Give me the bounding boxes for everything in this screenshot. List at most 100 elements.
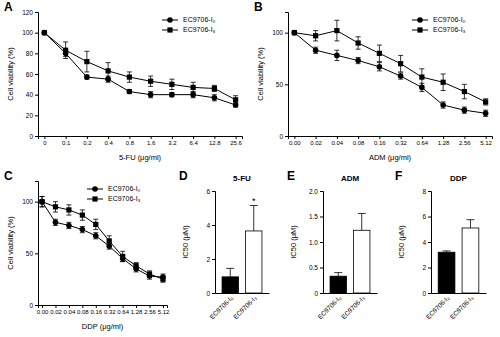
tick-label: 5.12	[158, 309, 170, 315]
error-cap	[419, 68, 424, 69]
error-cap	[398, 55, 403, 56]
tick-label: 25.6	[230, 140, 242, 146]
tick: 0.02	[310, 136, 322, 146]
marker	[190, 92, 196, 98]
error-bar	[84, 51, 89, 72]
marker	[212, 86, 217, 91]
tick-mark	[212, 293, 215, 294]
tick: 1.28	[131, 305, 143, 315]
tick-mark	[129, 136, 130, 139]
plot-area: 050100EC9706-I₀EC9706-I₃0.000.020.040.08…	[272, 13, 492, 163]
tick-mark	[214, 136, 215, 139]
error-line	[253, 205, 254, 231]
tick-mark	[428, 242, 431, 243]
x-axis: 00.10.20.40.81.63.26.412.825.6	[39, 136, 243, 146]
marker	[80, 213, 85, 218]
error-bar	[66, 222, 71, 228]
tick: 0	[279, 133, 288, 140]
error-cap	[443, 250, 451, 251]
error-cap	[134, 262, 139, 263]
error-cap	[377, 61, 382, 62]
error-cap	[134, 268, 139, 269]
error-line	[470, 220, 471, 228]
x-axis-line	[39, 137, 243, 140]
series	[42, 30, 238, 104]
error-cap	[66, 215, 71, 216]
tick-mark	[44, 136, 45, 139]
bar	[462, 228, 479, 293]
tick: 120	[22, 9, 38, 16]
tick-label: 0.02	[50, 309, 62, 315]
tick-mark	[35, 53, 38, 54]
marker	[80, 227, 86, 233]
tick: 0.00	[37, 305, 49, 315]
x-axis-line	[324, 293, 378, 294]
tick: 0.08	[353, 136, 365, 146]
legend-label: EC9706-I₀	[108, 185, 141, 192]
tick-label: 0	[43, 140, 47, 146]
legend: EC9706-I₀EC9706-I₃	[412, 16, 466, 33]
tick-label: 0.5	[309, 264, 318, 271]
marker	[212, 95, 218, 101]
chart-title: ADM	[341, 174, 360, 183]
error-bar	[250, 205, 258, 231]
tick-mark	[193, 136, 194, 139]
error-cap	[63, 58, 68, 59]
legend-marker	[417, 27, 422, 32]
error-bar	[93, 233, 98, 239]
tick-label: 0.08	[353, 140, 365, 146]
y-axis-line	[320, 192, 324, 294]
tick-mark	[285, 84, 288, 85]
error-bar	[191, 82, 196, 92]
line	[42, 202, 163, 277]
error-bar	[443, 251, 451, 252]
error-bar	[84, 75, 89, 79]
tick-mark	[337, 136, 338, 139]
error-cap	[191, 92, 196, 93]
error-cap	[233, 103, 238, 104]
error-bar	[160, 276, 165, 282]
error-bar	[398, 55, 403, 72]
tick: 0.5	[309, 264, 323, 271]
tick-label: EC9706-I₀	[208, 294, 234, 320]
tick: 1.28	[438, 136, 450, 146]
error-bar	[212, 95, 217, 101]
tick-label: 8	[422, 188, 426, 195]
error-cap	[233, 95, 238, 96]
line	[44, 33, 235, 105]
error-bar	[40, 197, 45, 207]
error-bar	[191, 92, 196, 98]
tick-mark	[109, 305, 110, 308]
error-cap	[148, 76, 153, 77]
error-cap	[80, 209, 85, 210]
tick-mark	[42, 305, 43, 308]
tick-label: 0.8	[126, 140, 135, 146]
tick: 6	[422, 213, 431, 220]
tick: EC9706-I₀	[424, 293, 450, 320]
panel: 050100EC9706-I₀EC9706-I₃0.000.020.040.08…	[254, 0, 493, 162]
tick-mark	[69, 305, 70, 308]
y-axis-title: Cell viability (%)	[256, 47, 265, 101]
error-cap	[107, 246, 112, 247]
tick: 1.5	[309, 213, 323, 220]
panel: 050100EC9706-I₀EC9706-I₃0.000.020.040.08…	[4, 169, 170, 331]
error-bar	[483, 99, 488, 105]
marker	[398, 61, 403, 66]
error-cap	[84, 51, 89, 52]
marker	[53, 220, 59, 226]
tick-mark	[35, 305, 38, 306]
tick-label: 100	[272, 29, 283, 36]
tick-label: 0	[206, 290, 210, 297]
tick-label: 100	[22, 29, 33, 36]
y-axis: 0246	[206, 188, 215, 297]
tick-label: 0.04	[332, 140, 344, 146]
tick-label: 0.32	[395, 140, 407, 146]
tick-mark	[35, 95, 38, 96]
error-bar	[441, 74, 446, 91]
tick-label: 0.4	[104, 140, 113, 146]
plot-texts: *	[252, 196, 256, 206]
error-cap	[483, 98, 488, 99]
chart-title: DDP	[450, 174, 468, 183]
tick-label: 12.8	[209, 140, 221, 146]
tick-mark	[316, 136, 317, 139]
